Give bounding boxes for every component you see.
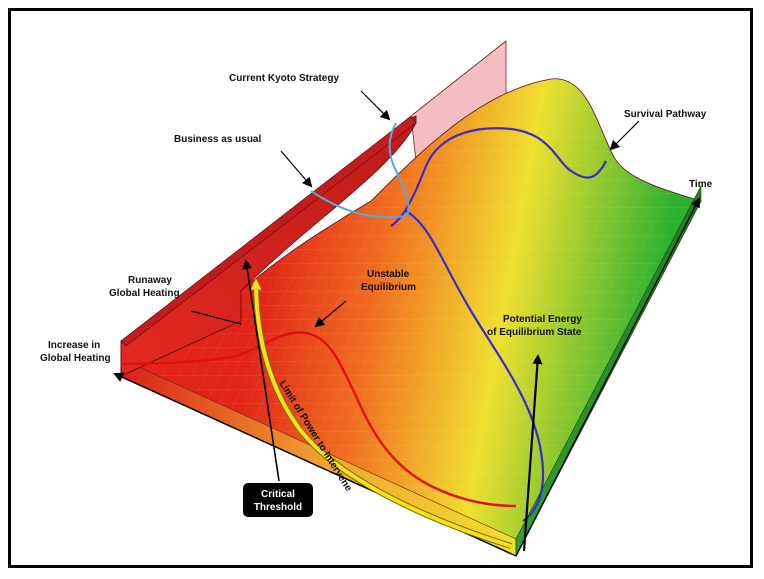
critical-box	[243, 483, 313, 517]
equilibrium-diagram: Limit of Power to Intervene Current Kyot…	[40, 40, 713, 557]
wall-top	[120, 115, 417, 347]
right-face	[515, 185, 702, 557]
unstable-pointer	[314, 300, 347, 328]
survival-pointer	[609, 120, 640, 151]
kyoto-label: Current Kyoto Strategy	[229, 73, 339, 84]
critical-label-2: Threshold	[254, 502, 302, 513]
survival-label: Survival Pathway	[624, 109, 707, 120]
critical-arrow	[242, 259, 280, 482]
time-label: Time	[689, 179, 713, 190]
runaway-pointer	[190, 310, 242, 325]
critical-label-1: Critical	[261, 489, 295, 500]
potential-arrow	[522, 354, 543, 552]
unstable-curve	[120, 331, 517, 508]
diagram-frame: Limit of Power to Intervene Current Kyot…	[8, 8, 753, 568]
unstable-label-2: Equilibrium	[361, 282, 416, 293]
increase-label-1: Increase in	[48, 340, 100, 351]
potential-label-2: of Equilibrium State	[487, 327, 582, 338]
unstable-label-1: Unstable	[367, 269, 410, 280]
survival-curve	[390, 127, 607, 522]
runaway-label-2: Global Heating	[109, 288, 180, 299]
runaway-label-1: Runaway	[128, 275, 172, 286]
time-axis	[515, 197, 700, 557]
kyoto-pointer	[360, 90, 391, 121]
business-curve	[310, 122, 410, 219]
business-label: Business as usual	[174, 134, 261, 145]
potential-label-1: Potential Energy	[503, 314, 582, 325]
increase-label-2: Global Heating	[40, 353, 111, 364]
business-pointer	[280, 150, 313, 188]
